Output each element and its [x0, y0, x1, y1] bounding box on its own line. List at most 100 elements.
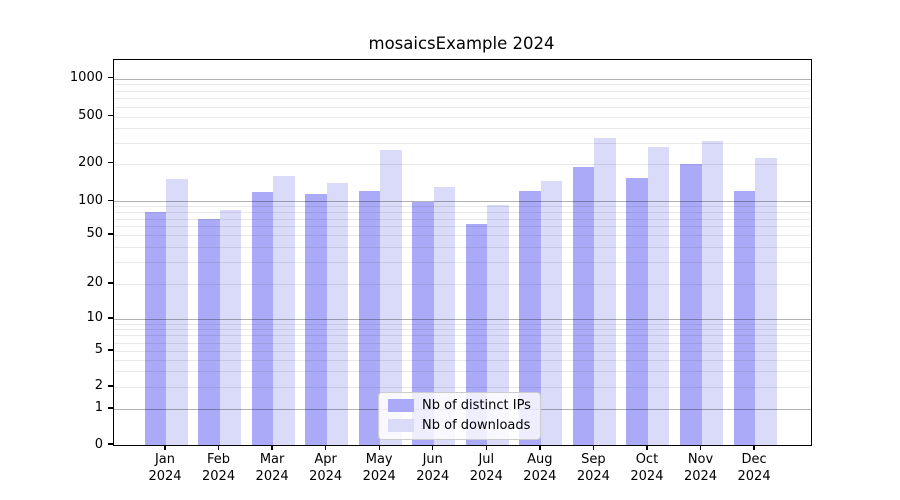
x-tick-label: Jun 2024: [403, 452, 463, 485]
gridline-minor: [114, 226, 811, 227]
gridline-minor: [114, 218, 811, 220]
gridline-minor: [114, 371, 811, 372]
gridline-minor: [114, 84, 811, 86]
legend-swatch: [388, 419, 414, 432]
y-tick-label: 200: [78, 155, 103, 171]
gridline-major: [114, 318, 811, 320]
bar-downloads: [755, 158, 777, 445]
x-tick-year: 2024: [683, 468, 718, 484]
x-tick-label: Feb 2024: [189, 452, 249, 485]
gridline-minor: [114, 90, 811, 92]
y-tick-mark: [108, 162, 113, 164]
legend-swatch: [388, 399, 414, 412]
y-tick-mark: [108, 317, 113, 319]
bar-distinct-ips: [572, 166, 595, 445]
bar-downloads: [433, 186, 456, 445]
gridline-minor: [114, 142, 811, 144]
bar-distinct-ips: [412, 202, 434, 445]
y-tick-mark: [108, 407, 113, 409]
gridline-minor: [114, 212, 811, 214]
x-tick-year: 2024: [255, 468, 289, 484]
gridline-minor: [114, 116, 811, 118]
x-tick-year: 2024: [576, 468, 610, 484]
legend-item: Nb of downloads: [388, 418, 531, 433]
bar-distinct-ips: [251, 192, 274, 445]
x-tick-month: Dec: [741, 452, 767, 467]
y-tick-label: 100: [78, 192, 103, 208]
y-tick-mark: [108, 443, 113, 445]
y-tick-mark: [108, 385, 113, 387]
x-tick-year: 2024: [737, 468, 771, 484]
x-tick-label: Aug 2024: [510, 452, 570, 485]
y-tick-label: 0: [94, 436, 103, 452]
gridline-minor: [114, 262, 811, 264]
x-tick-year: 2024: [309, 468, 343, 484]
y-tick-label: 500: [78, 108, 103, 124]
x-tick-mark: [753, 445, 755, 451]
x-tick-mark: [539, 445, 541, 451]
gridline-minor: [114, 335, 811, 337]
bar-distinct-ips: [626, 177, 648, 445]
y-tick-mark: [108, 77, 113, 79]
bar-downloads: [487, 204, 509, 445]
x-tick-label: Jul 2024: [456, 452, 516, 485]
x-tick-label: May 2024: [349, 452, 409, 485]
bar-distinct-ips: [144, 212, 166, 445]
gridline-minor: [114, 98, 811, 100]
y-tick-label: 2: [94, 378, 103, 394]
x-tick-month: Mar: [259, 452, 285, 467]
x-tick-month: Jul: [478, 452, 495, 467]
plot-area: [113, 59, 812, 446]
legend-item: Nb of distinct IPs: [388, 398, 531, 413]
gridline-minor: [114, 106, 811, 108]
bar-distinct-ips: [519, 190, 541, 445]
x-tick-month: Sep: [581, 452, 606, 467]
gridline-minor: [114, 206, 811, 208]
x-tick-mark: [592, 445, 595, 451]
x-tick-mark: [432, 445, 434, 451]
bar-distinct-ips: [680, 164, 702, 445]
gridline-minor: [114, 163, 811, 165]
y-tick-label: 50: [86, 226, 103, 242]
x-tick-label: Jan 2024: [135, 452, 195, 485]
gridline-minor: [114, 323, 811, 325]
gridline-minor: [114, 386, 811, 388]
bar-downloads: [701, 140, 723, 445]
x-tick-year: 2024: [469, 468, 503, 484]
legend-label: Nb of downloads: [422, 418, 531, 433]
x-tick-year: 2024: [202, 468, 236, 484]
gridline-minor: [114, 246, 811, 248]
gridline-minor: [114, 342, 811, 344]
y-tick-mark: [108, 199, 113, 201]
gridline-minor: [114, 350, 811, 352]
bar-distinct-ips: [358, 190, 381, 445]
x-tick-label: Nov 2024: [671, 452, 731, 485]
chart-title: mosaicsExample 2024: [368, 34, 555, 53]
bar-distinct-ips: [305, 193, 327, 445]
x-tick-year: 2024: [148, 468, 182, 484]
bar-downloads: [326, 183, 349, 445]
gridline-minor: [114, 128, 811, 130]
bar-distinct-ips: [733, 191, 756, 445]
x-tick-mark: [324, 445, 327, 451]
x-tick-mark: [378, 445, 380, 451]
x-tick-month: Jan: [154, 452, 176, 467]
legend-label: Nb of distinct IPs: [422, 398, 531, 413]
x-tick-label: Dec 2024: [724, 452, 784, 485]
x-tick-year: 2024: [416, 468, 450, 484]
y-tick-mark: [108, 349, 113, 351]
y-tick-label: 20: [86, 275, 103, 291]
y-tick-mark: [108, 115, 113, 117]
gridline-major: [114, 201, 811, 203]
bar-downloads: [166, 179, 188, 445]
x-tick-mark: [271, 445, 273, 451]
bar-downloads: [540, 181, 563, 445]
x-tick-label: Mar 2024: [242, 452, 302, 485]
x-tick-mark: [164, 445, 166, 451]
bar-downloads: [380, 149, 402, 445]
x-tick-month: May: [365, 452, 393, 467]
y-tick-label: 5: [94, 342, 103, 358]
x-tick-label: Apr 2024: [296, 452, 356, 485]
x-tick-month: Nov: [687, 452, 714, 467]
